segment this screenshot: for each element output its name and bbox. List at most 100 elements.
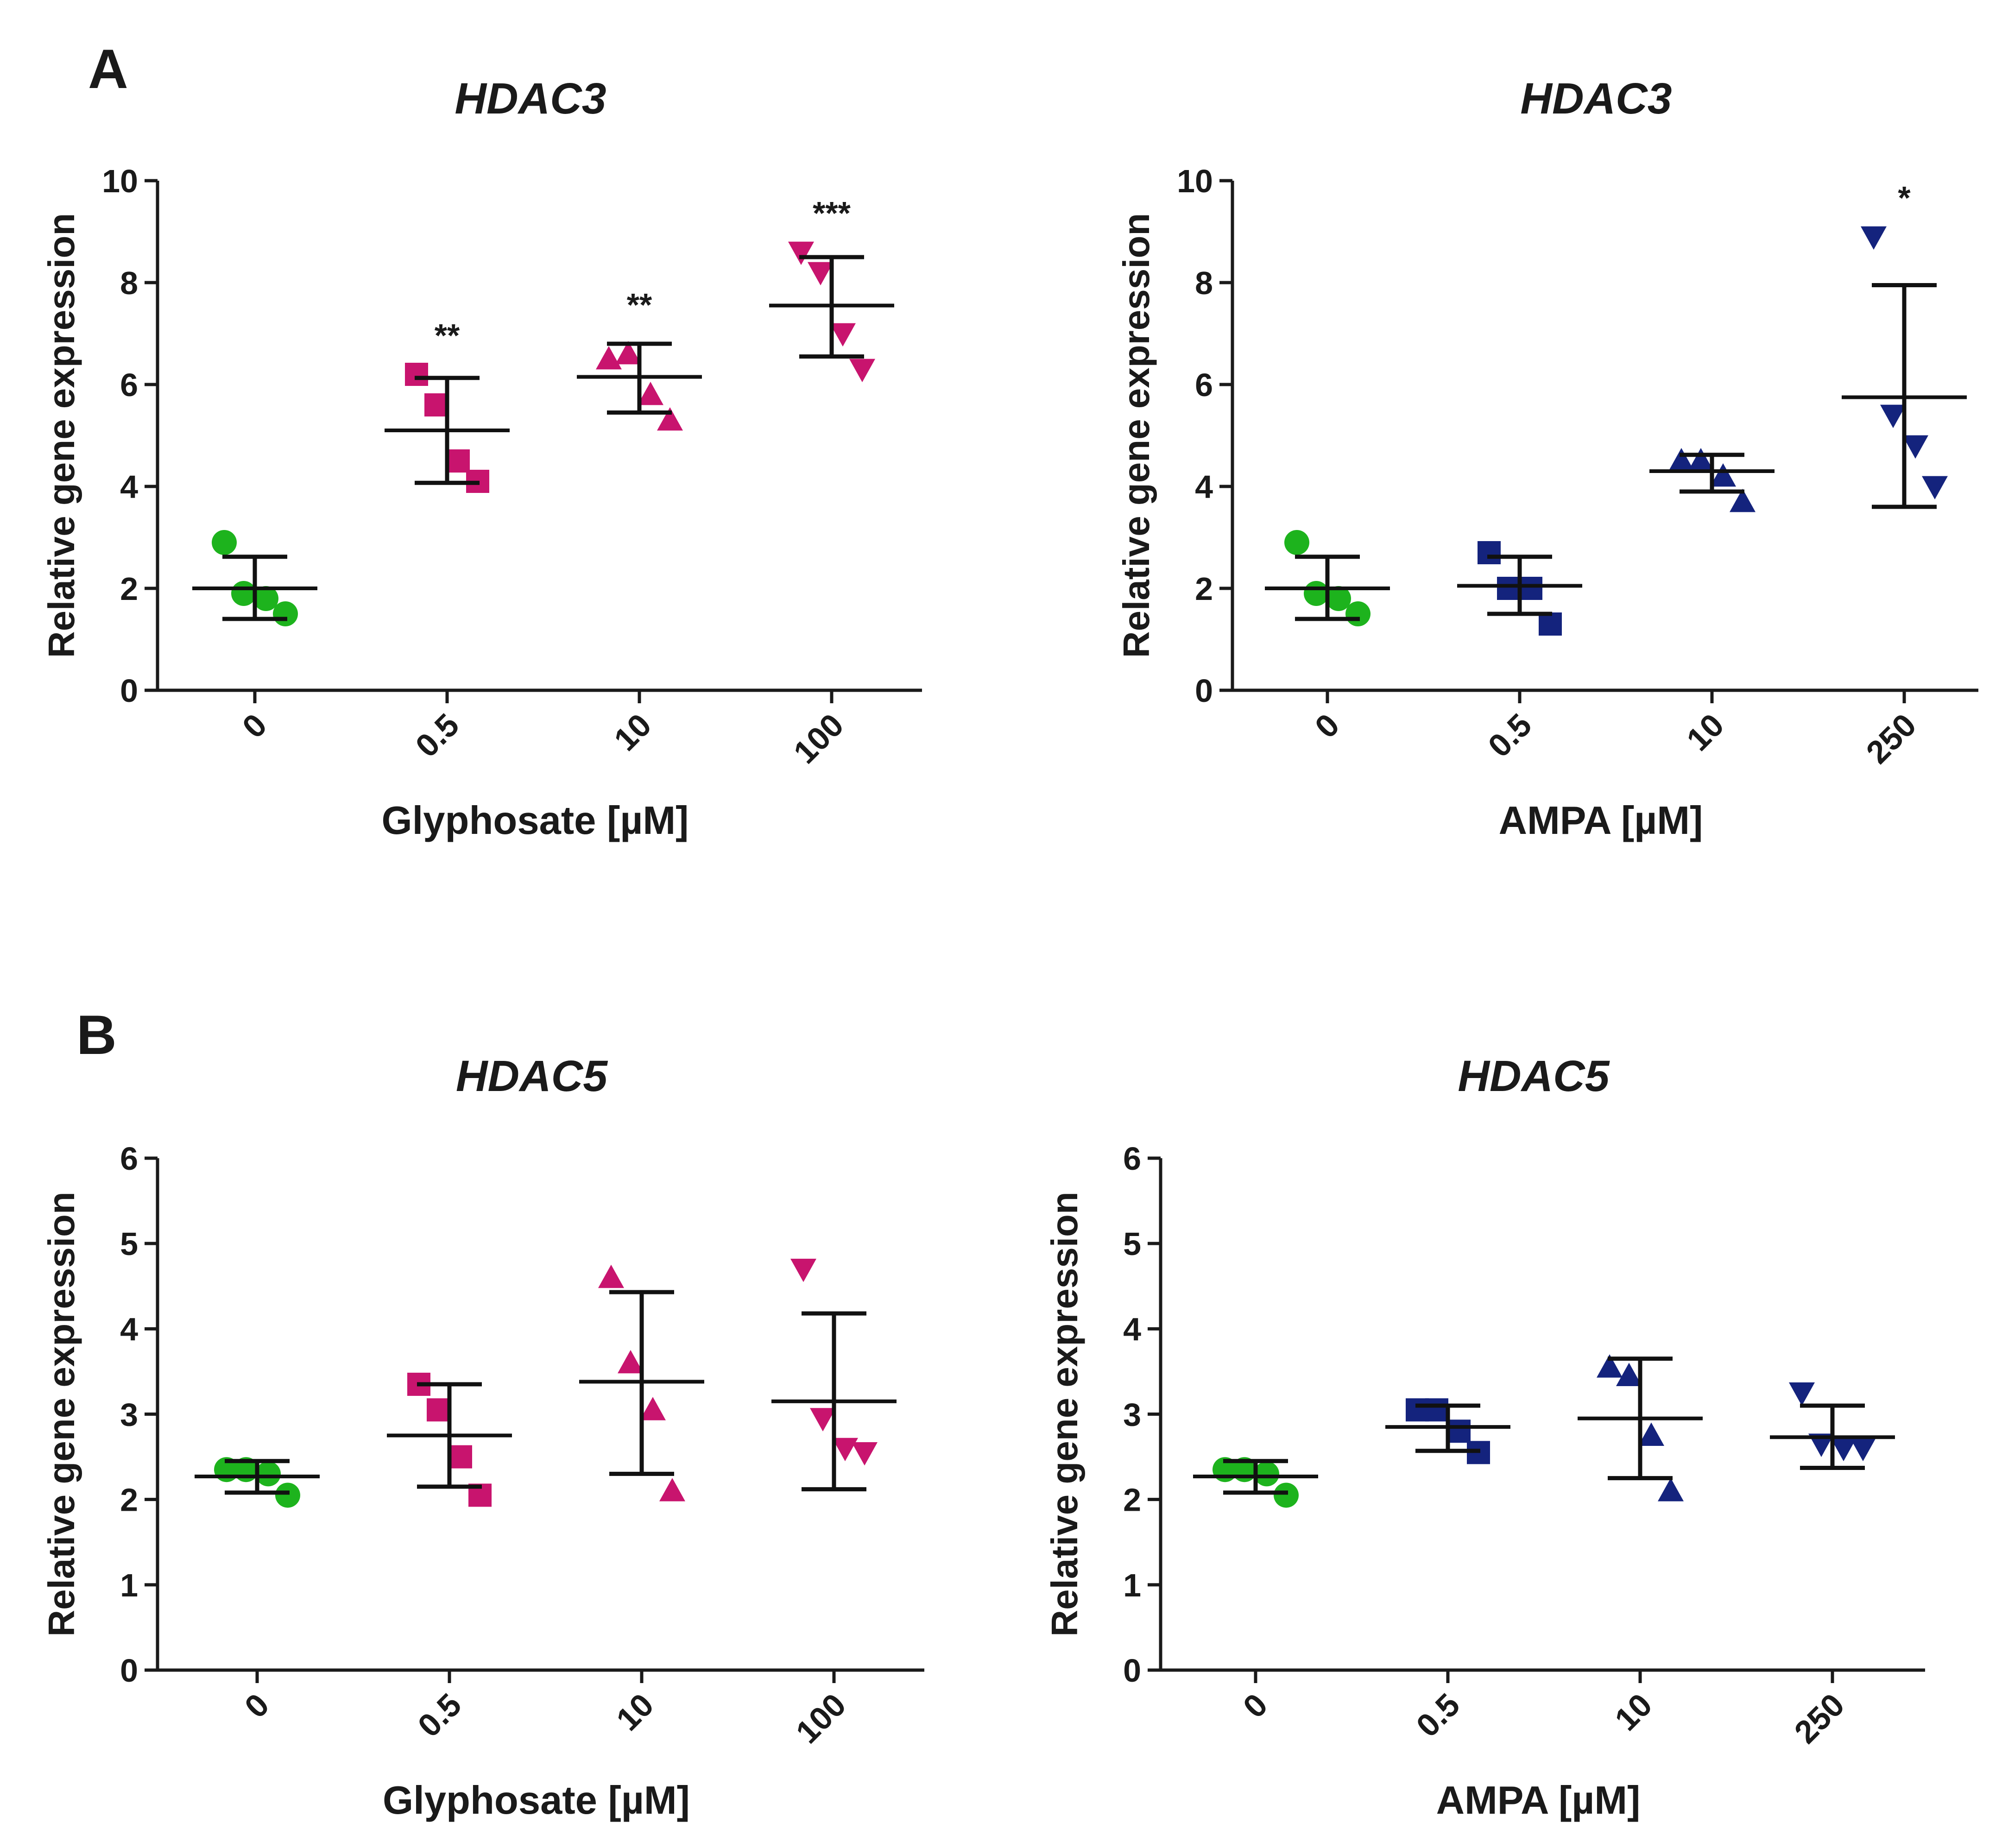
chart-title: HDAC3 <box>1520 74 1672 123</box>
y-tick-label: 8 <box>120 265 138 301</box>
data-point <box>1254 1461 1279 1487</box>
x-axis-label: AMPA [µM] <box>1499 799 1703 843</box>
x-axis-label: Glyphosate [µM] <box>382 799 689 843</box>
y-tick-label: 10 <box>1177 163 1213 199</box>
data-group-0.5 <box>1385 1398 1510 1464</box>
y-tick-label: 4 <box>120 469 138 505</box>
y-axis-label: Relative gene expression <box>41 213 82 658</box>
data-point <box>618 1350 644 1374</box>
data-point <box>808 262 834 285</box>
data-point <box>1597 1354 1623 1378</box>
data-group-10 <box>579 1264 704 1501</box>
data-point <box>790 1259 816 1282</box>
data-point <box>1539 612 1562 636</box>
y-tick-label: 0 <box>120 1652 138 1689</box>
y-tick-label: 2 <box>120 571 138 607</box>
data-point <box>1425 1398 1448 1422</box>
data-group-0.5: ** <box>385 317 510 493</box>
data-group-10: ** <box>577 287 702 431</box>
data-point <box>1616 1362 1642 1387</box>
data-point <box>447 449 470 473</box>
data-group-0 <box>1265 530 1390 626</box>
data-point <box>852 1442 878 1466</box>
data-point <box>830 323 856 347</box>
data-point <box>1831 1438 1857 1462</box>
data-point <box>273 601 298 626</box>
data-point <box>1710 463 1736 487</box>
data-point <box>449 1445 472 1469</box>
data-point <box>1922 476 1948 499</box>
data-point <box>1688 448 1714 472</box>
data-point <box>849 359 875 382</box>
chart-title: HDAC5 <box>1458 1052 1610 1101</box>
data-point <box>1326 586 1351 611</box>
data-group-10 <box>1578 1354 1703 1501</box>
data-point <box>1880 404 1906 428</box>
y-tick-label: 6 <box>1195 367 1213 403</box>
data-group-0.5 <box>1457 541 1582 636</box>
chart-title: HDAC3 <box>455 74 606 123</box>
significance-label: *** <box>813 195 851 231</box>
data-point <box>1478 541 1501 564</box>
y-tick-label: 4 <box>120 1311 138 1347</box>
data-point <box>659 1478 685 1501</box>
data-point <box>1304 581 1329 606</box>
data-point <box>1519 577 1542 600</box>
y-tick-label: 2 <box>1123 1482 1141 1518</box>
data-point <box>253 586 278 611</box>
y-axis-label: Relative gene expression <box>41 1192 82 1636</box>
data-point <box>1345 601 1370 626</box>
data-group-10 <box>1649 448 1775 512</box>
data-point <box>1447 1419 1471 1443</box>
data-point <box>1861 226 1887 250</box>
x-axis-label: AMPA [µM] <box>1436 1779 1641 1823</box>
data-point <box>810 1408 836 1432</box>
data-point <box>1902 435 1928 459</box>
y-tick-label: 0 <box>120 673 138 709</box>
data-group-0.5 <box>387 1373 512 1507</box>
y-axis-label: Relative gene expression <box>1044 1192 1085 1636</box>
y-tick-label: 0 <box>1195 673 1213 709</box>
y-tick-label: 6 <box>120 367 138 403</box>
panel-label-a: A <box>88 38 128 100</box>
data-point <box>427 1398 450 1422</box>
data-point <box>212 530 237 555</box>
y-tick-label: 3 <box>120 1397 138 1433</box>
data-point <box>1730 489 1756 512</box>
data-point <box>256 1461 281 1487</box>
data-point <box>638 382 663 405</box>
data-point <box>788 241 814 265</box>
data-point <box>1406 1398 1429 1422</box>
data-point <box>1497 577 1520 600</box>
data-group-0 <box>195 1457 320 1508</box>
data-point <box>1808 1433 1834 1457</box>
data-point <box>424 393 448 416</box>
data-point <box>596 346 622 370</box>
data-group-100 <box>771 1259 897 1492</box>
data-point <box>405 363 428 386</box>
data-group-0 <box>1193 1457 1318 1508</box>
y-tick-label: 4 <box>1195 469 1213 505</box>
data-group-250 <box>1770 1382 1895 1470</box>
y-tick-label: 2 <box>1195 571 1213 607</box>
y-tick-label: 10 <box>102 163 138 199</box>
y-axis-label: Relative gene expression <box>1116 213 1157 658</box>
y-tick-label: 8 <box>1195 265 1213 301</box>
chart-title: HDAC5 <box>456 1052 608 1101</box>
data-point <box>1789 1382 1815 1406</box>
y-tick-label: 3 <box>1123 1397 1141 1433</box>
data-point <box>615 341 641 365</box>
data-group-100: *** <box>769 195 894 382</box>
data-point <box>598 1264 624 1288</box>
y-tick-label: 6 <box>1123 1141 1141 1177</box>
data-point <box>1658 1478 1684 1501</box>
y-tick-label: 2 <box>120 1482 138 1518</box>
data-point <box>1850 1438 1876 1462</box>
panel-label-b: B <box>76 1004 117 1066</box>
data-point <box>1668 448 1694 472</box>
y-tick-label: 5 <box>1123 1226 1141 1262</box>
data-group-250: * <box>1842 180 1967 509</box>
data-point <box>657 407 683 431</box>
data-point <box>1284 530 1309 555</box>
